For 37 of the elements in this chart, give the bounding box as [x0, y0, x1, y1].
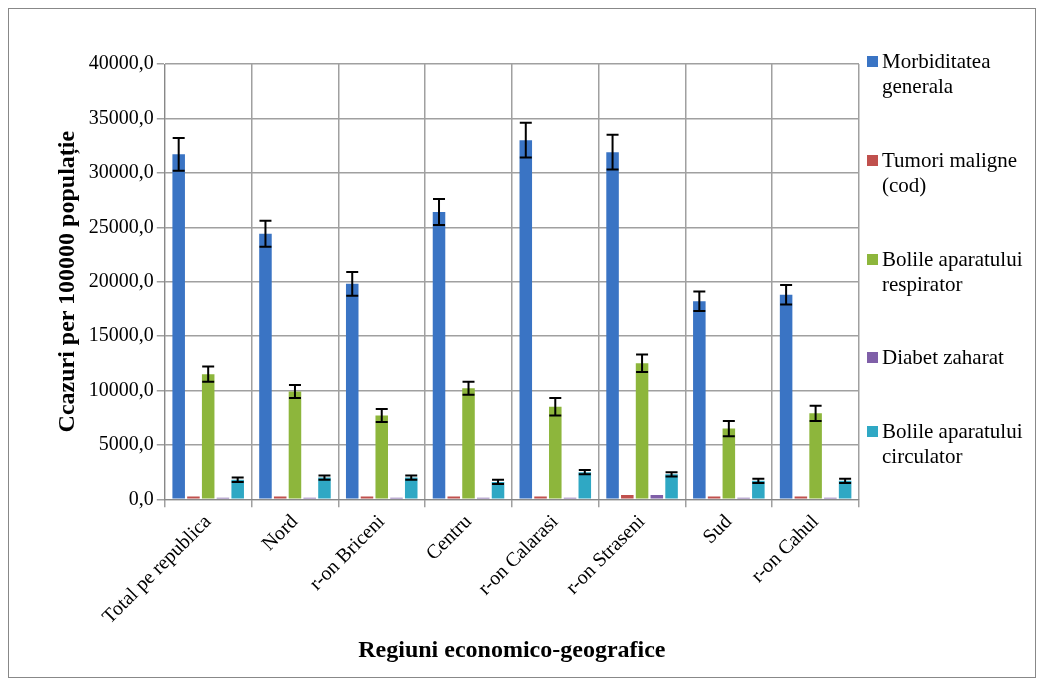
- y-tick-label: 0,0: [128, 486, 154, 509]
- bar: [345, 283, 359, 499]
- bar: [549, 406, 562, 499]
- legend-label: Diabet zaharat: [882, 345, 1004, 371]
- x-tick-label: Sud: [697, 509, 736, 548]
- legend-label: Bolile aparatului respirator: [882, 246, 1024, 297]
- y-tick-label: 20000,0: [88, 268, 154, 291]
- legend-label: Bolile aparatului circulator: [882, 419, 1024, 469]
- y-tick-label: 25000,0: [88, 214, 154, 237]
- bar: [201, 374, 215, 499]
- y-tick-label: 35000,0: [88, 105, 154, 128]
- bar: [621, 494, 634, 499]
- bar: [578, 472, 592, 499]
- bar: [375, 415, 389, 499]
- y-tick-label: 10000,0: [88, 377, 154, 400]
- bar: [432, 212, 446, 499]
- y-tick-label: 5000,0: [98, 432, 154, 455]
- y-tick-label: 30000,0: [88, 160, 154, 183]
- bar: [650, 494, 664, 499]
- y-axis-title: Ccazuri per 100000 populație: [52, 130, 80, 433]
- y-tick-label: 15000,0: [88, 323, 154, 346]
- bar: [519, 140, 533, 499]
- bar: [665, 474, 678, 499]
- bar: [809, 413, 822, 499]
- bar: [606, 152, 619, 499]
- legend-label: Tumori maligne (cod): [882, 147, 1019, 198]
- legend-label: Morbiditatea generala: [882, 49, 992, 99]
- bar: [779, 294, 793, 499]
- bar: [172, 154, 185, 499]
- y-tick-label: 40000,0: [88, 51, 154, 74]
- bar: [722, 428, 736, 499]
- bar: [462, 388, 475, 499]
- bar: [635, 363, 649, 499]
- bar: [693, 301, 706, 499]
- x-axis-title: Regiuni economico-geografice: [358, 635, 666, 662]
- bar: [259, 233, 272, 499]
- bar: [288, 391, 302, 499]
